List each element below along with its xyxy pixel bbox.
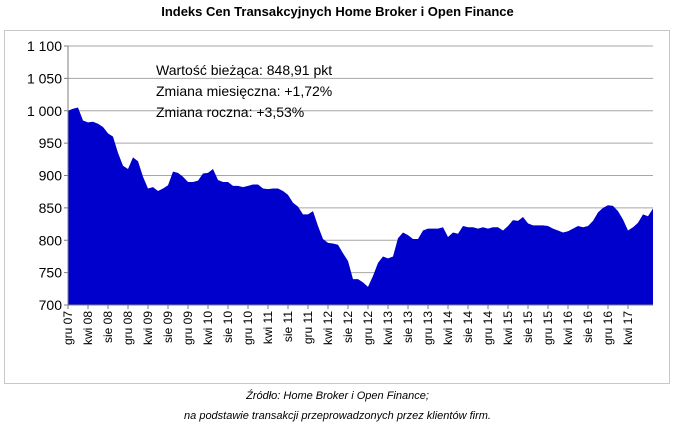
annotation-monthly-change: Zmiana miesięczna: +1,72% <box>156 83 332 99</box>
x-tick-label: gru 07 <box>61 311 75 345</box>
x-tick-label: gru 10 <box>241 311 255 345</box>
chart-frame: 700 750 800 850 900 950 1 000 1 050 1 100 gru 07 k… <box>4 30 670 384</box>
x-tick-label: kwi 15 <box>501 311 515 345</box>
y-tick-label: 900 <box>39 168 63 184</box>
chart-svg: 700 750 800 850 900 950 1 000 1 050 1 100 gru 07 k… <box>27 38 653 345</box>
y-tick-label: 850 <box>39 200 63 216</box>
annotation-yearly-change: Zmiana roczna: +3,53% <box>156 104 304 120</box>
data-area <box>68 107 653 305</box>
y-tick-label: 1 000 <box>27 103 62 119</box>
x-tick-label: gru 16 <box>601 311 615 345</box>
tick-label-layer: 700 750 800 850 900 950 1 000 1 050 1 100 gru 07 k… <box>27 38 635 345</box>
x-tick-label: sie 12 <box>341 311 355 343</box>
x-tick-label: gru 14 <box>481 311 495 345</box>
chart-title: Indeks Cen Transakcyjnych Home Broker i … <box>161 4 514 19</box>
y-tick-label: 750 <box>39 265 63 281</box>
x-tick-label: gru 13 <box>421 311 435 345</box>
x-tick-label: sie 11 <box>281 311 295 342</box>
x-tick-label: kwi 11 <box>261 311 275 344</box>
x-tick-label: kwi 09 <box>141 311 155 345</box>
axes-layer <box>64 45 653 309</box>
annotation-current-value: Wartość bieżąca: 848,91 pkt <box>156 62 332 78</box>
x-tick-label: sie 16 <box>581 311 595 343</box>
x-tick-label: gru 08 <box>121 311 135 345</box>
x-tick-label: sie 14 <box>461 311 475 343</box>
x-tick-label: gru 11 <box>301 311 315 344</box>
x-tick-label: sie 13 <box>401 311 415 343</box>
x-tick-label: gru 15 <box>541 311 555 345</box>
x-tick-label: kwi 13 <box>381 311 395 345</box>
y-tick-label: 800 <box>39 232 63 248</box>
x-tick-label: gru 12 <box>361 311 375 345</box>
source-line-1: Źródło: Home Broker i Open Finance; <box>246 390 429 402</box>
y-tick-label: 1 100 <box>27 38 62 54</box>
x-tick-label: kwi 12 <box>321 311 335 345</box>
x-tick-label: sie 10 <box>221 311 235 343</box>
y-tick-label: 950 <box>39 135 63 151</box>
x-tick-label: sie 15 <box>521 311 535 343</box>
x-tick-label: sie 08 <box>101 311 115 343</box>
x-tick-label: kwi 08 <box>81 311 95 345</box>
x-tick-label: kwi 10 <box>201 311 215 345</box>
x-tick-label: kwi 16 <box>561 311 575 345</box>
x-tick-label: kwi 14 <box>441 311 455 345</box>
x-tick-label: sie 09 <box>161 311 175 343</box>
x-tick-label: gru 09 <box>181 311 195 345</box>
y-tick-label: 700 <box>39 297 63 313</box>
x-tick-label: kwi 17 <box>621 311 635 345</box>
y-tick-label: 1 050 <box>27 70 62 86</box>
source-line-2: na podstawie transakcji przeprowadzonych… <box>184 410 491 422</box>
